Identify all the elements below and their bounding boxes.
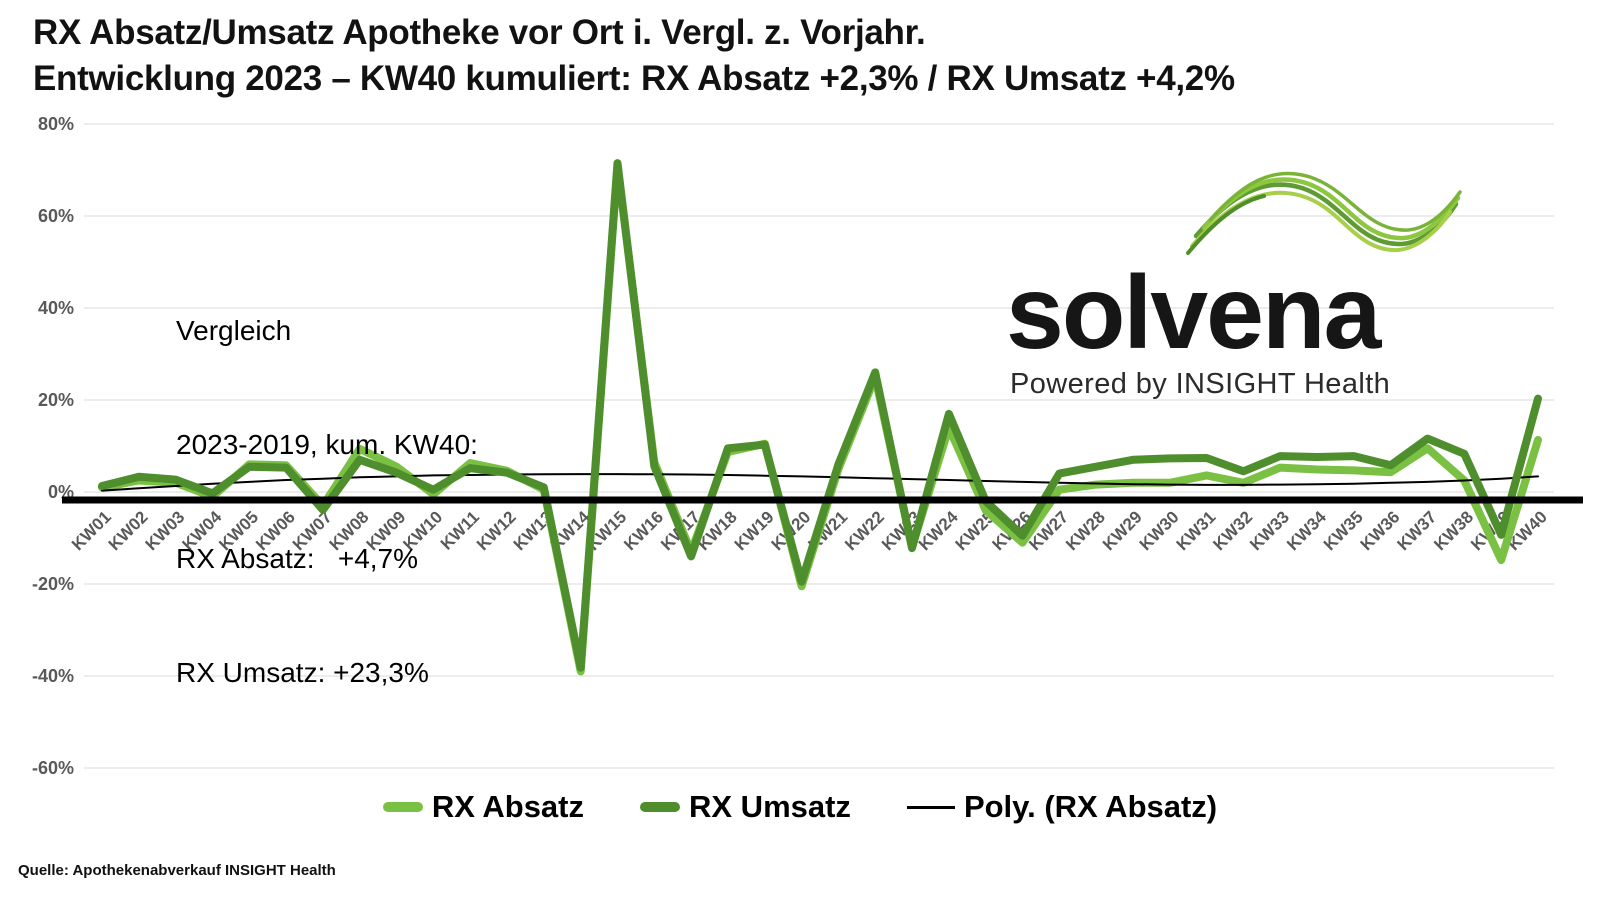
y-tick-label: 80% [38,114,74,134]
y-tick-label: -60% [32,758,74,778]
rx-absatz-swatch-icon [382,802,423,812]
annotation-line: 2023-2019, kum. KW40: [176,429,478,460]
comparison-annotation: Vergleich 2023-2019, kum. KW40: RX Absat… [176,236,478,768]
x-tick-label-KW28: KW28 [1062,507,1109,554]
x-tick-label-KW01: KW01 [68,507,115,554]
x-tick-label-KW30: KW30 [1136,507,1183,554]
title-line-2: Entwicklung 2023 – KW40 kumuliert: RX Ab… [33,59,1235,98]
legend-item-poly: Poly. (RX Absatz) [906,789,1218,825]
logo-wave-icon [1186,171,1462,255]
legend-label: Poly. (RX Absatz) [963,789,1218,824]
series-line-poly-rx-absatz- [101,473,1539,492]
legend-item-rx-umsatz: RX Umsatz [640,789,851,825]
source-note: Quelle: Apothekenabverkauf INSIGHT Healt… [18,862,336,879]
solvena-logo: solvena Powered by INSIGHT Health [1000,150,1480,420]
x-tick-label-KW16: KW16 [620,507,667,554]
x-tick-label-KW31: KW31 [1173,507,1220,554]
y-tick-label: -20% [32,574,74,594]
y-tick-label: 40% [38,298,74,318]
x-tick-label-KW34: KW34 [1283,507,1330,554]
x-tick-label-KW02: KW02 [105,507,152,554]
y-tick-label: -40% [32,666,74,686]
logo-tagline: Powered by INSIGHT Health [1010,368,1391,400]
x-tick-label-KW19: KW19 [731,507,778,554]
x-tick-label-KW38: KW38 [1430,507,1477,554]
chart-title: RX Absatz/Umsatz Apotheke vor Ort i. Ver… [33,10,1235,102]
y-tick-label: 60% [38,206,74,226]
x-tick-label-KW36: KW36 [1357,507,1404,554]
annotation-line: RX Absatz: +4,7% [176,543,419,574]
x-tick-label-KW37: KW37 [1393,507,1440,554]
legend-label: RX Absatz [431,789,584,824]
x-tick-label-KW12: KW12 [473,507,520,554]
chart-legend: RX Absatz RX Umsatz Poly. (RX Absatz) [0,789,1600,825]
annotation-line: Vergleich [176,315,292,346]
x-tick-label-KW29: KW29 [1099,507,1146,554]
x-tick-label-KW35: KW35 [1320,507,1367,554]
x-tick-label-KW33: KW33 [1246,507,1293,554]
rx-umsatz-swatch-icon [640,802,680,812]
x-tick-label-KW32: KW32 [1209,507,1256,554]
series-line-rx-umsatz [98,159,1542,672]
poly-swatch-icon [906,805,955,809]
x-tick-label-KW22: KW22 [841,507,888,554]
legend-label: RX Umsatz [689,789,851,824]
y-tick-label: 20% [38,390,74,410]
annotation-line: RX Umsatz: +23,3% [176,657,429,688]
legend-item-rx-absatz: RX Absatz [382,789,584,825]
title-line-1: RX Absatz/Umsatz Apotheke vor Ort i. Ver… [33,13,926,52]
logo-wordmark: solvena [1006,255,1381,371]
